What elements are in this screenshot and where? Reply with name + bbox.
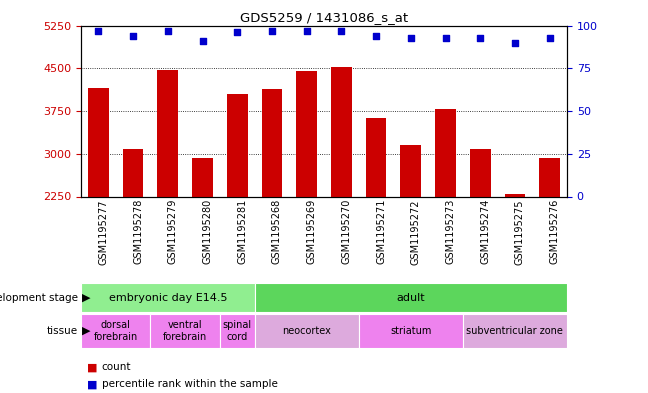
Point (267, 28, 277, 34)
Bar (505, 194, 526, 196)
Text: adult: adult (397, 293, 425, 303)
Bar (192, 158, 213, 196)
Text: ▶: ▶ (82, 293, 91, 303)
Point (163, 28, 173, 34)
Text: GSM1195271: GSM1195271 (376, 199, 386, 264)
Bar (88, 88, 109, 196)
Title: GDS5259 / 1431086_s_at: GDS5259 / 1431086_s_at (240, 11, 408, 24)
Point (441, 34, 451, 40)
Text: ■: ■ (87, 362, 98, 373)
Text: GSM1195274: GSM1195274 (480, 199, 491, 264)
Text: GSM1195281: GSM1195281 (237, 199, 248, 264)
Bar (81, 314, 150, 348)
Bar (262, 89, 283, 196)
Bar (539, 158, 560, 196)
Point (301, 28, 312, 34)
Text: striatum: striatum (390, 326, 432, 336)
Text: tissue: tissue (47, 326, 78, 336)
Text: GSM1195278: GSM1195278 (133, 199, 143, 264)
Text: dorsal
forebrain: dorsal forebrain (93, 320, 138, 342)
Text: ventral
forebrain: ventral forebrain (163, 320, 207, 342)
Text: GSM1195270: GSM1195270 (341, 199, 351, 264)
Text: neocortex: neocortex (283, 326, 331, 336)
Bar (157, 70, 178, 196)
Text: GSM1195279: GSM1195279 (168, 199, 178, 264)
Text: GSM1195275: GSM1195275 (515, 199, 525, 264)
Bar (365, 118, 386, 196)
Bar (470, 149, 491, 196)
Point (232, 29, 242, 35)
Text: ■: ■ (87, 379, 98, 389)
Bar (359, 314, 463, 348)
Text: percentile rank within the sample: percentile rank within the sample (102, 379, 277, 389)
Bar (81, 283, 255, 312)
Point (544, 34, 555, 40)
Text: spinal
cord: spinal cord (223, 320, 252, 342)
Text: GSM1195273: GSM1195273 (446, 199, 456, 264)
Text: GSM1195276: GSM1195276 (550, 199, 560, 264)
Point (510, 39, 520, 46)
Point (93, 28, 104, 34)
Bar (122, 149, 143, 196)
Text: subventricular zone: subventricular zone (467, 326, 563, 336)
Text: GSM1195268: GSM1195268 (272, 199, 282, 264)
Bar (400, 145, 421, 196)
Text: development stage: development stage (0, 293, 78, 303)
Point (371, 33, 381, 39)
Text: ▶: ▶ (82, 326, 91, 336)
Bar (150, 314, 220, 348)
Text: count: count (102, 362, 132, 373)
Point (128, 33, 138, 39)
Bar (331, 66, 352, 196)
Text: GSM1195269: GSM1195269 (307, 199, 317, 264)
Point (406, 34, 416, 40)
Bar (435, 109, 456, 196)
Text: GSM1195277: GSM1195277 (98, 199, 108, 264)
Text: embryonic day E14.5: embryonic day E14.5 (108, 293, 227, 303)
Point (197, 38, 207, 44)
Bar (463, 314, 567, 348)
Bar (255, 314, 359, 348)
Text: GSM1195280: GSM1195280 (202, 199, 213, 264)
Bar (220, 314, 255, 348)
Point (336, 28, 347, 34)
Text: GSM1195272: GSM1195272 (411, 199, 421, 264)
Bar (255, 283, 567, 312)
Bar (296, 71, 317, 196)
Point (475, 34, 485, 40)
Bar (227, 94, 248, 196)
